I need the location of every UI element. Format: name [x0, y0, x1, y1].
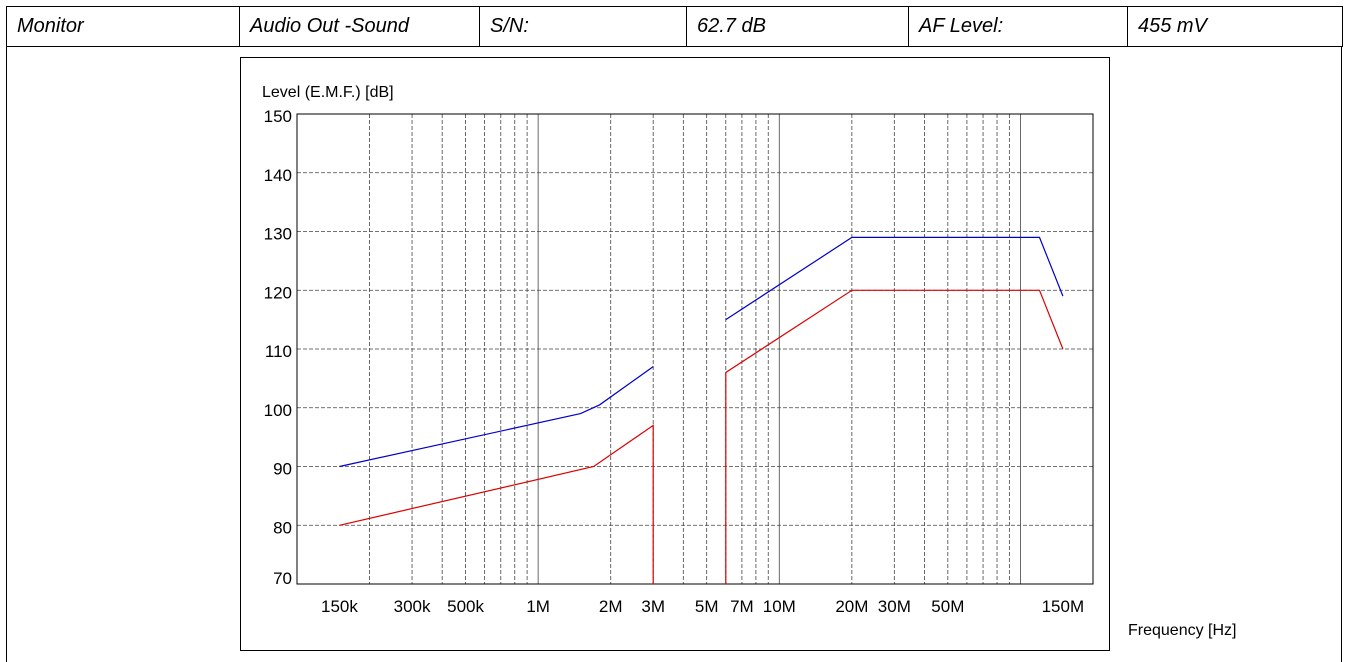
frame-right-border	[1341, 46, 1342, 662]
y-tick-label: 130	[264, 225, 292, 244]
y-tick-label: 110	[265, 342, 292, 361]
x-tick-label: 50M	[931, 597, 964, 616]
y-tick-label: 120	[264, 283, 292, 302]
x-tick-label: 500k	[447, 597, 484, 616]
chart-box	[240, 57, 1110, 651]
series-line	[725, 289, 1064, 584]
x-tick-label: 30M	[878, 597, 911, 616]
x-tick-label: 150k	[321, 597, 358, 616]
header-cell-monitor: Monitor	[7, 7, 240, 46]
x-tick-label: 5M	[695, 597, 719, 616]
x-tick-label: 150M	[1042, 597, 1085, 616]
y-tick-label: 140	[264, 166, 292, 185]
x-tick-label: 10M	[763, 597, 796, 616]
y-tick-label: 90	[273, 460, 292, 479]
x-tick-label: 2M	[599, 597, 623, 616]
x-tick-label: 20M	[835, 597, 868, 616]
x-tick-label: 1M	[526, 597, 550, 616]
series-line	[339, 424, 654, 584]
header-cell-audio-out: Audio Out -Sound	[240, 7, 480, 46]
x-tick-label: 3M	[641, 597, 665, 616]
x-tick-label: 300k	[394, 597, 431, 616]
y-axis-label: Level (E.M.F.) [dB]	[262, 84, 394, 101]
header-cell-sn-label: S/N:	[480, 7, 687, 46]
plot-frame	[296, 113, 1094, 585]
y-tick-label: 150	[264, 107, 292, 126]
y-tick-label: 100	[264, 401, 292, 420]
x-tick-label: 7M	[730, 597, 754, 616]
header-cell-sn-value: 62.7 dB	[687, 7, 909, 46]
header-table: Monitor Audio Out -Sound S/N: 62.7 dB AF…	[6, 6, 1343, 47]
series-line	[339, 366, 654, 468]
header-cell-af-value: 455 mV	[1138, 15, 1207, 37]
y-tick-label: 80	[273, 518, 292, 537]
x-axis-label: Frequency [Hz]	[1128, 622, 1237, 639]
y-tick-label: 70	[273, 569, 292, 588]
frame-left-border	[6, 46, 7, 662]
header-cell-af-label: AF Level:	[909, 7, 1128, 46]
series-line	[725, 236, 1064, 321]
